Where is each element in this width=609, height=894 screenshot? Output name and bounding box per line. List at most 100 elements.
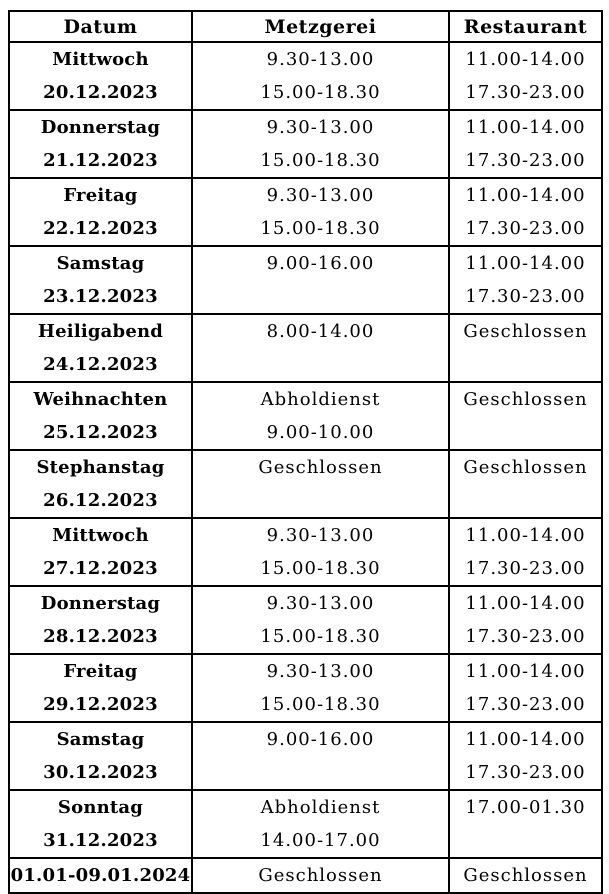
cell-line: 29.12.2023 (43, 694, 158, 715)
cell-line: 9.30-13.00 (266, 661, 375, 682)
cell-line: 9.30-13.00 (266, 49, 375, 70)
cell-line: 9.00-16.00 (266, 729, 375, 750)
cell-datum: Donnerstag 28.12.2023 (8, 585, 193, 655)
cell-restaurant: 11.00-14.00 17.30-23.00 (448, 177, 603, 247)
cell-line: Samstag (56, 253, 145, 274)
cell-line: Donnerstag (40, 117, 161, 138)
cell-line: 23.12.2023 (43, 286, 158, 307)
cell-line: Geschlossen (463, 389, 588, 410)
cell-line: 15.00-18.30 (260, 82, 381, 103)
cell-line: 9.00-10.00 (266, 422, 375, 443)
cell-line: 9.30-13.00 (266, 185, 375, 206)
cell-datum: Samstag 23.12.2023 (8, 245, 193, 315)
opening-hours-table-container: Datum Metzgerei Restaurant Mittwoch 20.12… (8, 10, 603, 894)
cell-line: 9.30-13.00 (266, 593, 375, 614)
cell-datum: Weihnachten 25.12.2023 (8, 381, 193, 451)
cell-line: 17.30-23.00 (465, 150, 586, 171)
cell-line: 11.00-14.00 (465, 525, 586, 546)
cell-line: 28.12.2023 (43, 626, 158, 647)
cell-line: 31.12.2023 (43, 830, 158, 851)
cell-line: 11.00-14.00 (465, 49, 586, 70)
cell-datum: Freitag 22.12.2023 (8, 177, 193, 247)
table-row: Freitag 22.12.2023 9.30-13.00 15.00-18.30 11… (8, 177, 603, 247)
cell-restaurant: 11.00-14.00 17.30-23.00 (448, 41, 603, 111)
cell-line: Geschlossen (463, 457, 588, 478)
table-row: Donnerstag 28.12.2023 9.30-13.00 15.00-18.3… (8, 585, 603, 655)
cell-datum: Samstag 30.12.2023 (8, 721, 193, 791)
cell-restaurant: Geschlossen (448, 313, 603, 383)
table-row: Weihnachten 25.12.2023 Abholdienst 9.00-10.… (8, 381, 603, 451)
cell-datum: Donnerstag 21.12.2023 (8, 109, 193, 179)
cell-restaurant: 11.00-14.00 17.30-23.00 (448, 245, 603, 315)
cell-restaurant: Geschlossen (448, 381, 603, 451)
cell-line: 11.00-14.00 (465, 185, 586, 206)
cell-line: 26.12.2023 (43, 490, 158, 511)
cell-line: Mittwoch (52, 49, 149, 70)
table-body: Mittwoch 20.12.2023 9.30-13.00 15.00-18.30 1… (8, 41, 603, 894)
table-row: Freitag 29.12.2023 9.30-13.00 15.00-18.30 11… (8, 653, 603, 723)
cell-line: 25.12.2023 (43, 422, 158, 443)
cell-line: Samstag (56, 729, 145, 750)
header-row: Datum Metzgerei Restaurant (8, 10, 603, 43)
cell-line: Geschlossen (258, 865, 383, 886)
cell-metzgerei: 9.30-13.00 15.00-18.30 (191, 177, 450, 247)
cell-restaurant: Geschlossen (448, 449, 603, 519)
cell-datum: Mittwoch 20.12.2023 (8, 41, 193, 111)
cell-line: 9.30-13.00 (266, 117, 375, 138)
cell-metzgerei: Abholdienst 14.00-17.00 (191, 789, 450, 859)
cell-datum: Mittwoch 27.12.2023 (8, 517, 193, 587)
cell-metzgerei: 9.30-13.00 15.00-18.30 (191, 517, 450, 587)
cell-line: 17.30-23.00 (465, 762, 586, 783)
cell-line: 15.00-18.30 (260, 558, 381, 579)
cell-metzgerei: 9.30-13.00 15.00-18.30 (191, 109, 450, 179)
cell-line: 17.30-23.00 (465, 626, 586, 647)
table-row: Stephanstag 26.12.2023 Geschlossen Geschlos… (8, 449, 603, 519)
cell-datum: Freitag 29.12.2023 (8, 653, 193, 723)
cell-line: 15.00-18.30 (260, 626, 381, 647)
table-row: Samstag 30.12.2023 9.00-16.00 11.00-14.00 17… (8, 721, 603, 791)
cell-datum: Heiligabend 24.12.2023 (8, 313, 193, 383)
cell-line: 17.00-01.30 (465, 797, 586, 818)
cell-line: 9.00-16.00 (266, 253, 375, 274)
cell-restaurant: Geschlossen (448, 857, 603, 894)
cell-line: Abholdienst (260, 389, 381, 410)
cell-restaurant: 11.00-14.00 17.30-23.00 (448, 517, 603, 587)
cell-line: 11.00-14.00 (465, 729, 586, 750)
cell-metzgerei: 9.30-13.00 15.00-18.30 (191, 653, 450, 723)
cell-metzgerei: Geschlossen (191, 857, 450, 894)
cell-metzgerei: Abholdienst 9.00-10.00 (191, 381, 450, 451)
cell-line: 17.30-23.00 (465, 82, 586, 103)
cell-metzgerei: 9.00-16.00 (191, 245, 450, 315)
cell-line: 22.12.2023 (43, 218, 158, 239)
cell-line: Geschlossen (463, 321, 588, 342)
cell-line: 30.12.2023 (43, 762, 158, 783)
cell-restaurant: 11.00-14.00 17.30-23.00 (448, 585, 603, 655)
cell-line: 8.00-14.00 (266, 321, 375, 342)
column-header-metzgerei: Metzgerei (191, 10, 450, 43)
cell-restaurant: 11.00-14.00 17.30-23.00 (448, 653, 603, 723)
cell-line: 21.12.2023 (43, 150, 158, 171)
cell-line: Freitag (63, 661, 138, 682)
cell-line: 27.12.2023 (43, 558, 158, 579)
cell-line: 20.12.2023 (43, 82, 158, 103)
cell-line: Donnerstag (40, 593, 161, 614)
cell-line: 24.12.2023 (43, 354, 158, 375)
cell-line: Weihnachten (33, 389, 168, 410)
cell-line: Geschlossen (258, 457, 383, 478)
table-row: Mittwoch 27.12.2023 9.30-13.00 15.00-18.30 1… (8, 517, 603, 587)
cell-line: Heiligabend (37, 321, 164, 342)
cell-line: 11.00-14.00 (465, 661, 586, 682)
table-row: Donnerstag 21.12.2023 9.30-13.00 15.00-18.3… (8, 109, 603, 179)
cell-line: 11.00-14.00 (465, 593, 586, 614)
cell-line: 11.00-14.00 (465, 253, 586, 274)
cell-line: 9.30-13.00 (266, 525, 375, 546)
table-row: Mittwoch 20.12.2023 9.30-13.00 15.00-18.30 1… (8, 41, 603, 111)
cell-metzgerei: Geschlossen (191, 449, 450, 519)
cell-line: 17.30-23.00 (465, 558, 586, 579)
cell-metzgerei: 8.00-14.00 (191, 313, 450, 383)
column-header-restaurant: Restaurant (448, 10, 603, 43)
table-row: Samstag 23.12.2023 9.00-16.00 11.00-14.00 17… (8, 245, 603, 315)
cell-line: 14.00-17.00 (260, 830, 381, 851)
cell-restaurant: 11.00-14.00 17.30-23.00 (448, 109, 603, 179)
cell-line: 15.00-18.30 (260, 218, 381, 239)
